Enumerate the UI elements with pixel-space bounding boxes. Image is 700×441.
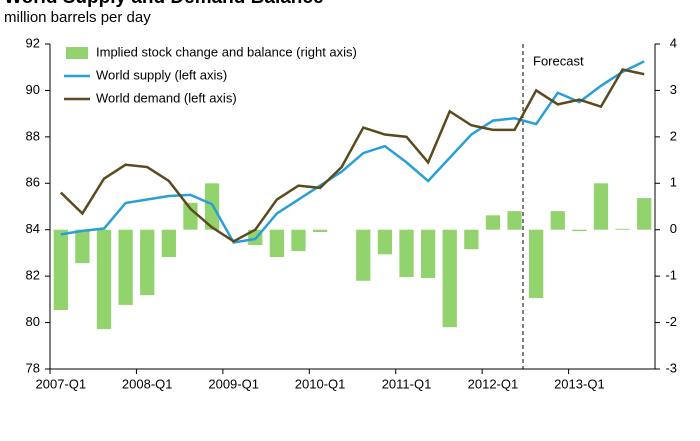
chart-subtitle: million barrels per day: [4, 9, 151, 26]
y2-tick-label: -1: [665, 268, 677, 283]
bar: [464, 229, 479, 250]
y2-tick-label: 2: [670, 128, 677, 143]
legend-swatch: [66, 47, 88, 59]
legend-label: World supply (left axis): [96, 67, 227, 82]
bar: [637, 198, 652, 230]
bar: [377, 229, 393, 255]
y-tick-label: 82: [26, 268, 40, 283]
bar: [420, 229, 436, 278]
bar: [183, 202, 198, 230]
bar: [399, 229, 414, 278]
bar: [572, 229, 587, 232]
bar: [118, 229, 133, 305]
y2-tick-label: 3: [670, 82, 677, 97]
y-tick-label: 84: [26, 221, 40, 236]
chart-title: World Supply and Demand Balance: [4, 0, 324, 8]
y-tick-label: 90: [26, 82, 40, 97]
bar: [615, 228, 630, 230]
bar: [485, 215, 501, 230]
x-tick-label: 2009-Q1: [208, 376, 259, 391]
bar: [356, 229, 371, 281]
x-tick-label: 2013-Q1: [554, 376, 605, 391]
annotation: Forecast: [533, 53, 584, 68]
y-tick-label: 88: [26, 128, 40, 143]
y2-tick-label: 0: [670, 221, 677, 236]
y-tick-label: 80: [26, 314, 40, 329]
line: [59, 68, 645, 243]
legend-label: World demand (left axis): [96, 90, 237, 105]
y-tick-label: 92: [26, 35, 40, 50]
legend-label: Implied stock change and balance (right …: [96, 44, 357, 59]
bar: [507, 211, 522, 230]
y2-tick-label: -3: [665, 360, 677, 375]
bar: [140, 229, 155, 296]
y2-tick-label: -2: [665, 314, 677, 329]
bar: [291, 229, 306, 252]
y2-tick-label: 4: [670, 35, 677, 50]
x-tick-label: 2007-Q1: [36, 376, 87, 391]
bar: [269, 229, 285, 258]
y2-tick-label: 1: [670, 175, 677, 190]
x-tick-label: 2012-Q1: [468, 376, 519, 391]
bar: [75, 229, 90, 264]
bar: [312, 229, 328, 233]
bar: [161, 229, 176, 258]
x-tick-label: 2011-Q1: [382, 376, 432, 391]
x-tick-label: 2008-Q1: [122, 376, 173, 391]
bar: [53, 229, 68, 311]
y-tick-label: 86: [26, 175, 40, 190]
bar: [442, 229, 457, 328]
line: [60, 60, 645, 244]
bar: [593, 183, 609, 230]
bar: [550, 211, 565, 230]
bar: [96, 229, 112, 330]
x-tick-label: 2010-Q1: [295, 376, 346, 391]
bar: [529, 229, 544, 298]
y-tick-label: 78: [26, 360, 40, 375]
